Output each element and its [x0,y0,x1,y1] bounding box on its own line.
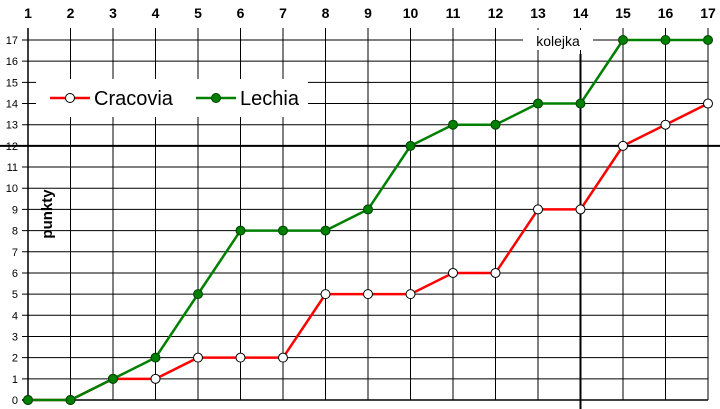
x-tick-label: 17 [700,5,716,21]
legend-marker-lechia [211,93,221,103]
x-tick-label: 16 [658,5,674,21]
legend-label-lechia: Lechia [240,88,300,110]
y-tick-label: 11 [7,162,18,174]
data-point-cracovia [235,352,246,363]
data-point-lechia [363,204,373,215]
y-tick-label: 7 [12,247,18,259]
y-tick-label: 12 [6,141,18,153]
data-point-lechia [235,225,246,236]
data-point-cracovia [320,289,331,300]
x-tick-label: 14 [573,5,589,21]
y-tick-label: 14 [6,99,18,111]
legend-marker-cracovia [65,93,75,103]
data-point-cracovia [405,289,416,300]
legend: Cracovia Lechia [36,79,308,117]
data-point-lechia [703,35,713,45]
y-tick-label: 17 [6,35,18,47]
data-point-lechia [150,352,161,363]
x-tick-label: 2 [67,5,75,21]
x-tick-label: 3 [109,5,117,21]
data-point-lechia [490,119,501,130]
data-point-lechia [405,140,416,151]
x-tick-labels: 1 2 3 4 5 6 7 8 9 10 11 12 13 14 15 16 17 [24,5,716,21]
data-point-lechia [660,35,671,45]
data-point-lechia [575,98,586,109]
x-tick-label: 5 [194,5,202,21]
y-tick-label: 13 [6,120,18,132]
data-point-cracovia [533,204,543,215]
x-tick-label: 13 [530,5,546,21]
y-tick-label: 1 [12,374,18,386]
y-tick-label: 16 [6,56,18,68]
x-tick-label: 11 [446,5,461,21]
data-point-lechia [448,119,458,130]
data-point-lechia [278,225,288,236]
y-tick-label: 2 [12,353,18,365]
x-tick-label: 7 [279,5,287,21]
x-tick-label: 4 [152,5,160,21]
data-point-cracovia [278,352,288,363]
data-point-lechia [65,395,76,405]
data-point-cracovia [618,140,628,151]
data-point-lechia [533,98,543,109]
data-point-cracovia [703,98,713,109]
y-tick-label: 8 [12,226,18,238]
x-tick-label: 12 [488,5,504,21]
x-tick-label: 15 [615,5,631,21]
y-axis-label: punkty [39,189,56,239]
x-tick-label: 6 [237,5,245,21]
data-point-lechia [618,35,628,45]
data-point-lechia [108,373,118,384]
legend-item-lechia: Lechia [196,88,300,110]
y-tick-label: 3 [12,331,18,343]
x-tick-label: 8 [322,5,330,21]
x-tick-label: 1 [24,5,32,21]
legend-label-cracovia: Cracovia [94,88,174,110]
reference-lines [0,54,720,409]
data-point-cracovia [575,204,586,215]
data-point-lechia [320,225,331,236]
round-annotation: kolejka [536,33,580,49]
y-tick-label: 0 [12,395,18,407]
y-tick-label: 15 [6,77,18,89]
data-point-cracovia [150,373,161,384]
y-tick-label: 5 [12,289,18,301]
data-point-cracovia [448,267,458,278]
data-point-cracovia [363,289,373,300]
data-point-cracovia [490,267,501,278]
data-point-cracovia [660,119,671,130]
series-lechia [23,35,713,405]
data-point-lechia [23,395,33,405]
annotation-background [523,30,593,50]
y-tick-label: 4 [12,310,18,322]
data-point-cracovia [193,352,203,363]
y-tick-label: 10 [6,183,18,195]
data-point-lechia [193,289,203,300]
axes [22,28,708,401]
y-tick-label: 6 [12,268,18,280]
x-tick-label: 10 [403,5,419,21]
y-tick-label: 9 [12,204,18,216]
series-group [23,35,713,405]
x-tick-label: 9 [364,5,372,21]
legend-item-cracovia: Cracovia [50,88,174,110]
